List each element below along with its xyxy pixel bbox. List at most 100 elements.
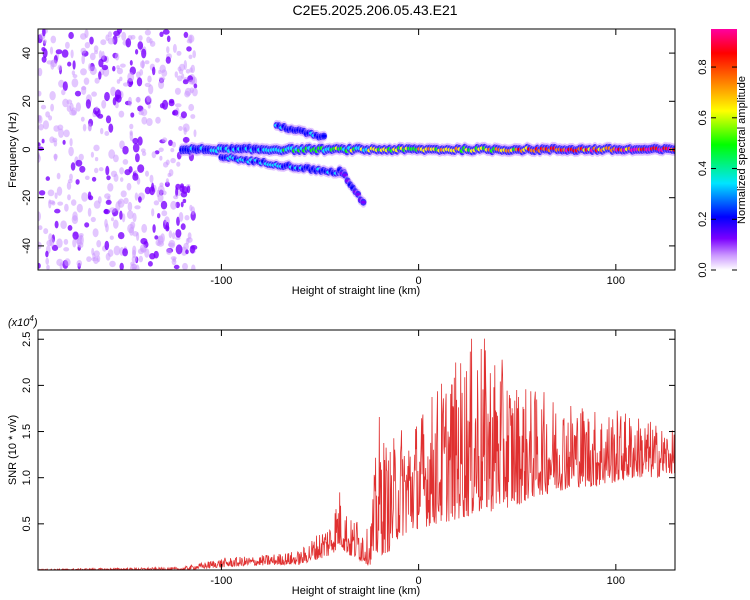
noise-speckle — [74, 90, 82, 97]
noise-speckle — [147, 75, 152, 83]
colorbar — [711, 29, 737, 270]
noise-speckle — [71, 70, 76, 76]
noise-speckle — [188, 79, 195, 85]
noise-speckle — [67, 225, 73, 231]
bottom-x-tick-label: 0 — [416, 575, 422, 587]
noise-speckle — [76, 260, 83, 267]
noise-speckle — [154, 235, 159, 240]
noise-speckle — [136, 77, 143, 87]
noise-speckle — [89, 66, 97, 76]
noise-speckle — [62, 98, 69, 108]
noise-speckle — [147, 103, 151, 109]
noise-speckle — [119, 210, 123, 220]
noise-speckle — [151, 208, 155, 217]
noise-speckle — [76, 203, 83, 213]
noise-speckle — [162, 137, 168, 143]
noise-speckle — [144, 82, 151, 88]
noise-speckle — [131, 266, 136, 270]
noise-speckle — [93, 250, 100, 257]
noise-speckle — [98, 50, 103, 59]
noise-speckle — [145, 170, 149, 177]
noise-speckle — [92, 228, 99, 238]
noise-speckle — [141, 151, 147, 157]
noise-speckle — [98, 58, 104, 68]
noise-speckle — [68, 146, 74, 157]
noise-speckle — [49, 46, 54, 55]
top-y-tick-label: 0 — [21, 146, 33, 152]
noise-speckle — [41, 47, 46, 52]
noise-speckle — [166, 248, 172, 255]
noise-speckle — [178, 212, 184, 222]
noise-speckle — [172, 141, 176, 148]
noise-speckle — [108, 149, 116, 159]
noise-speckle — [103, 208, 109, 214]
noise-speckle — [176, 75, 183, 82]
noise-speckle — [182, 198, 187, 204]
noise-speckle — [48, 115, 53, 121]
noise-speckle — [173, 195, 179, 200]
noise-speckle — [56, 186, 63, 196]
noise-speckle — [110, 86, 116, 97]
noise-speckle — [107, 249, 114, 257]
noise-speckle — [170, 147, 175, 153]
noise-speckle — [87, 123, 92, 132]
noise-speckle — [45, 176, 50, 181]
noise-speckle — [57, 64, 63, 71]
noise-speckle — [182, 262, 188, 270]
noise-speckle — [101, 99, 107, 109]
noise-speckle — [140, 60, 145, 69]
noise-speckle — [126, 182, 132, 191]
noise-speckle — [120, 63, 126, 68]
noise-speckle — [159, 155, 163, 161]
noise-speckle — [56, 258, 64, 266]
noise-speckle — [127, 72, 135, 82]
noise-speckle — [80, 116, 85, 122]
noise-speckle — [105, 115, 112, 124]
noise-speckle — [93, 200, 101, 209]
noise-speckle — [129, 131, 133, 142]
noise-speckle — [120, 177, 124, 183]
noise-speckle — [42, 39, 47, 44]
noise-speckle — [172, 109, 179, 116]
top-y-tick-label: 40 — [21, 47, 33, 59]
noise-speckle — [178, 69, 184, 75]
noise-speckle — [159, 64, 166, 74]
noise-speckle — [185, 69, 191, 74]
noise-speckle — [64, 258, 71, 267]
bottom-x-tick-label: 100 — [607, 575, 625, 587]
noise-speckle — [70, 49, 74, 59]
noise-speckle — [52, 137, 58, 143]
noise-speckle — [134, 192, 139, 201]
noise-speckle — [81, 54, 85, 65]
noise-speckle — [63, 238, 69, 245]
noise-speckle — [47, 189, 55, 197]
top-y-tick-label: -40 — [21, 238, 33, 254]
noise-speckle — [129, 226, 134, 236]
noise-speckle — [56, 172, 61, 180]
noise-speckle — [38, 67, 43, 77]
noise-speckle — [178, 126, 183, 131]
top-x-tick-label: 0 — [416, 275, 422, 287]
noise-speckle — [157, 213, 161, 219]
bottom-xlabel: Height of straight line (km) — [292, 585, 420, 597]
noise-speckle — [101, 64, 109, 71]
noise-speckle — [185, 249, 189, 255]
noise-speckle — [66, 105, 72, 112]
noise-speckle — [68, 31, 74, 40]
noise-speckle — [42, 120, 50, 130]
noise-speckle — [131, 255, 138, 263]
noise-speckle — [120, 190, 127, 198]
noise-speckle — [183, 31, 189, 38]
noise-speckle — [90, 151, 94, 158]
noise-speckle — [138, 35, 143, 41]
noise-speckle — [67, 61, 72, 67]
noise-speckle — [54, 192, 58, 199]
noise-speckle — [192, 87, 198, 97]
noise-speckle — [157, 193, 164, 203]
noise-speckle — [82, 123, 87, 132]
noise-speckle — [144, 60, 150, 65]
upper-branch-core — [321, 134, 327, 138]
noise-speckle — [60, 220, 67, 229]
noise-speckle — [168, 139, 173, 146]
